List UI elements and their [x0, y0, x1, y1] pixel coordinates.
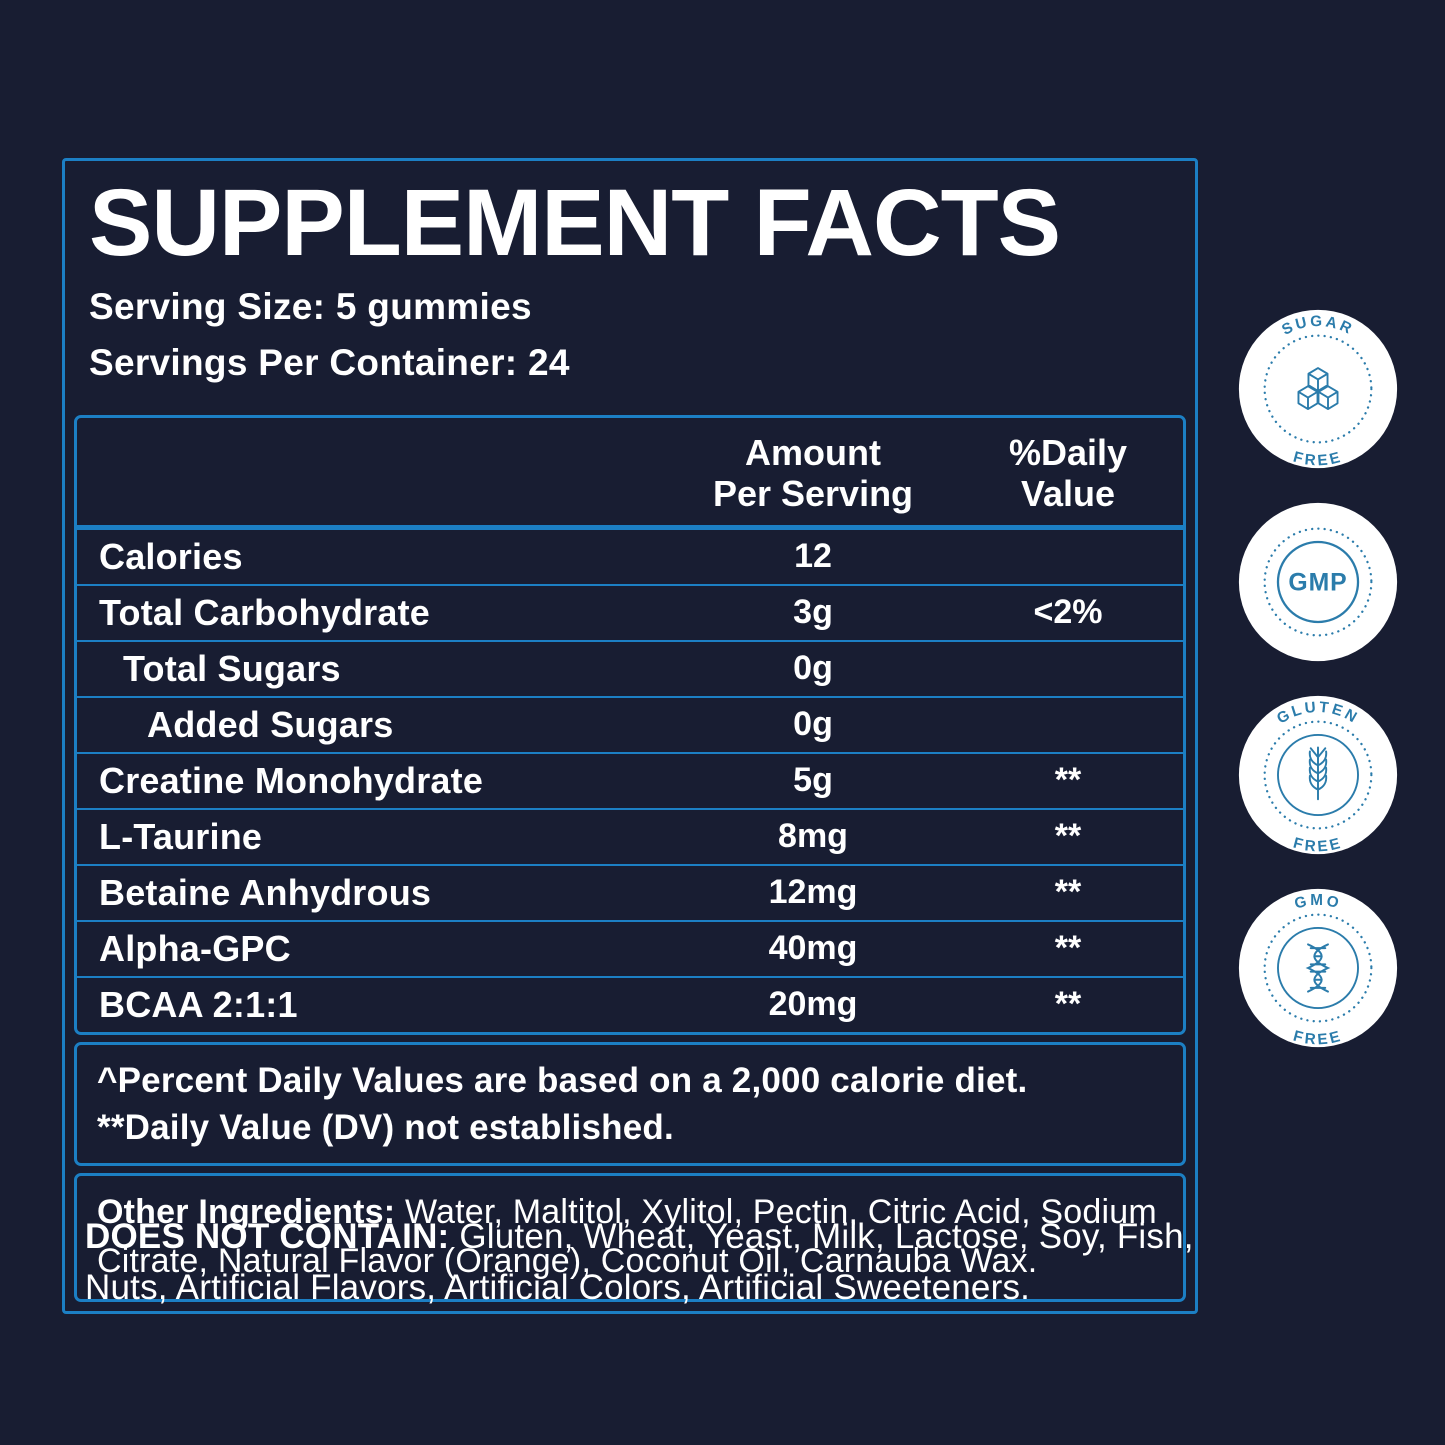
nutrient-amount: 5g: [793, 761, 833, 800]
nutrient-name: Total Sugars: [123, 647, 341, 689]
inner-ring: [1277, 734, 1359, 816]
column-header-amount: Amount Per Serving: [673, 432, 953, 515]
svg-text:GMO: GMO: [1293, 892, 1343, 912]
table-row: Betaine Anhydrous 12mg **: [77, 863, 1183, 920]
badge-circle: [1238, 502, 1398, 662]
nutrient-dv: **: [1054, 985, 1082, 1024]
nutrient-name: Added Sugars: [147, 703, 394, 745]
nutrient-amount: 20mg: [768, 985, 858, 1024]
panel-header: SUPPLEMENT FACTS Serving Size: 5 gummies…: [65, 161, 1195, 408]
badge-bottom-text: FREE: [1291, 835, 1341, 856]
facts-table: Amount Per Serving %Daily Value Calories…: [74, 414, 1186, 1035]
nutrient-name: Total Carbohydrate: [99, 591, 430, 633]
dv-header-line2: Value: [1020, 473, 1116, 515]
does-not-contain-note: DOES NOT CONTAIN: Gluten, Wheat, Yeast, …: [85, 1212, 1220, 1314]
daily-value-footnote: ^Percent Daily Values are based on a 2,0…: [74, 1041, 1186, 1167]
nutrient-dv: **: [1054, 929, 1082, 968]
table-row: L-Taurine 8mg **: [77, 807, 1183, 864]
dotted-ring: [1263, 527, 1373, 637]
amount-header-line1: Amount: [745, 431, 881, 473]
panel-title: SUPPLEMENT FACTS: [89, 170, 1061, 276]
nutrient-dv: **: [1054, 817, 1082, 856]
gluten-free-badge: GLUTEN FREE: [1238, 695, 1398, 856]
badge-top-text: GMO: [1293, 892, 1341, 912]
dotted-ring: [1263, 913, 1373, 1023]
column-header-spacer: [77, 432, 673, 515]
table-row: Calories 12: [77, 527, 1183, 584]
table-row: Creatine Monohydrate 5g **: [77, 751, 1183, 808]
gmp-icon: GMP: [1288, 570, 1347, 597]
nutrient-name: BCAA 2:1:1: [99, 983, 298, 1025]
does-not-contain-label: DOES NOT CONTAIN:: [85, 1217, 450, 1256]
does-not-contain-text: Gluten, Wheat, Yeast, Milk, Lactose, Soy…: [85, 1217, 1194, 1307]
gmo-free-badge: GMO FREE: [1238, 888, 1398, 1049]
dotted-ring: [1263, 334, 1373, 444]
table-row: Total Carbohydrate 3g <2%: [77, 583, 1183, 640]
nutrient-name: L-Taurine: [99, 815, 263, 857]
nutrient-amount: 0g: [793, 649, 833, 688]
badge-circle: [1238, 888, 1398, 1048]
other-ingredients-label: Other Ingredients:: [97, 1193, 396, 1232]
nutrient-amount: 0g: [793, 705, 833, 744]
dna-icon: [1305, 943, 1331, 993]
other-ingredients-text: Water, Maltitol, Xylitol, Pectin, Citric…: [97, 1193, 1157, 1281]
badge-bottom-text: FREE: [1291, 1028, 1341, 1049]
table-row: Alpha-GPC 40mg **: [77, 919, 1183, 976]
certification-badges: SUGAR FREE GMP GLUTEN FREE: [1237, 308, 1399, 1049]
serving-size: Serving Size: 5 gummies: [89, 285, 532, 327]
nutrient-dv: **: [1054, 761, 1082, 800]
nutrient-name: Alpha-GPC: [99, 927, 291, 969]
nutrient-amount: 40mg: [768, 929, 858, 968]
dotted-ring: [1263, 720, 1373, 830]
badge-bottom-text: FREE: [1291, 449, 1341, 470]
servings-per-container: Servings Per Container: 24: [89, 341, 570, 383]
nutrient-amount: 8mg: [778, 817, 848, 856]
sugar-free-badge: SUGAR FREE: [1238, 309, 1398, 470]
footnote-line-1: ^Percent Daily Values are based on a 2,0…: [97, 1060, 1028, 1100]
inner-ring: [1277, 927, 1359, 1009]
nutrient-name: Calories: [99, 535, 243, 577]
svg-text:FREE: FREE: [1291, 449, 1344, 470]
nutrient-amount: 12: [794, 537, 832, 576]
table-row: Total Sugars 0g: [77, 639, 1183, 696]
other-ingredients-box: Other Ingredients: Water, Maltitol, Xyli…: [74, 1173, 1186, 1302]
table-row: Added Sugars 0g: [77, 695, 1183, 752]
table-header-row: Amount Per Serving %Daily Value: [77, 418, 1183, 528]
nutrient-dv: <2%: [1033, 593, 1103, 632]
dv-header-line1: %Daily: [1008, 431, 1128, 473]
table-row: BCAA 2:1:1 20mg **: [77, 975, 1183, 1032]
svg-text:FREE: FREE: [1291, 1028, 1344, 1049]
nutrient-dv: **: [1054, 873, 1082, 912]
wheat-icon: [1308, 746, 1328, 801]
column-header-daily-value: %Daily Value: [953, 432, 1183, 515]
amount-header-line2: Per Serving: [712, 473, 914, 515]
nutrient-name: Betaine Anhydrous: [99, 871, 432, 913]
nutrient-amount: 3g: [793, 593, 833, 632]
nutrient-name: Creatine Monohydrate: [99, 759, 484, 801]
footnote-line-2: **Daily Value (DV) not established.: [97, 1107, 674, 1147]
svg-text:FREE: FREE: [1291, 835, 1344, 856]
nutrient-amount: 12mg: [768, 873, 858, 912]
inner-ring: [1276, 540, 1360, 624]
gmp-badge: GMP: [1238, 502, 1398, 662]
supplement-facts-panel: SUPPLEMENT FACTS Serving Size: 5 gummies…: [62, 158, 1198, 1314]
